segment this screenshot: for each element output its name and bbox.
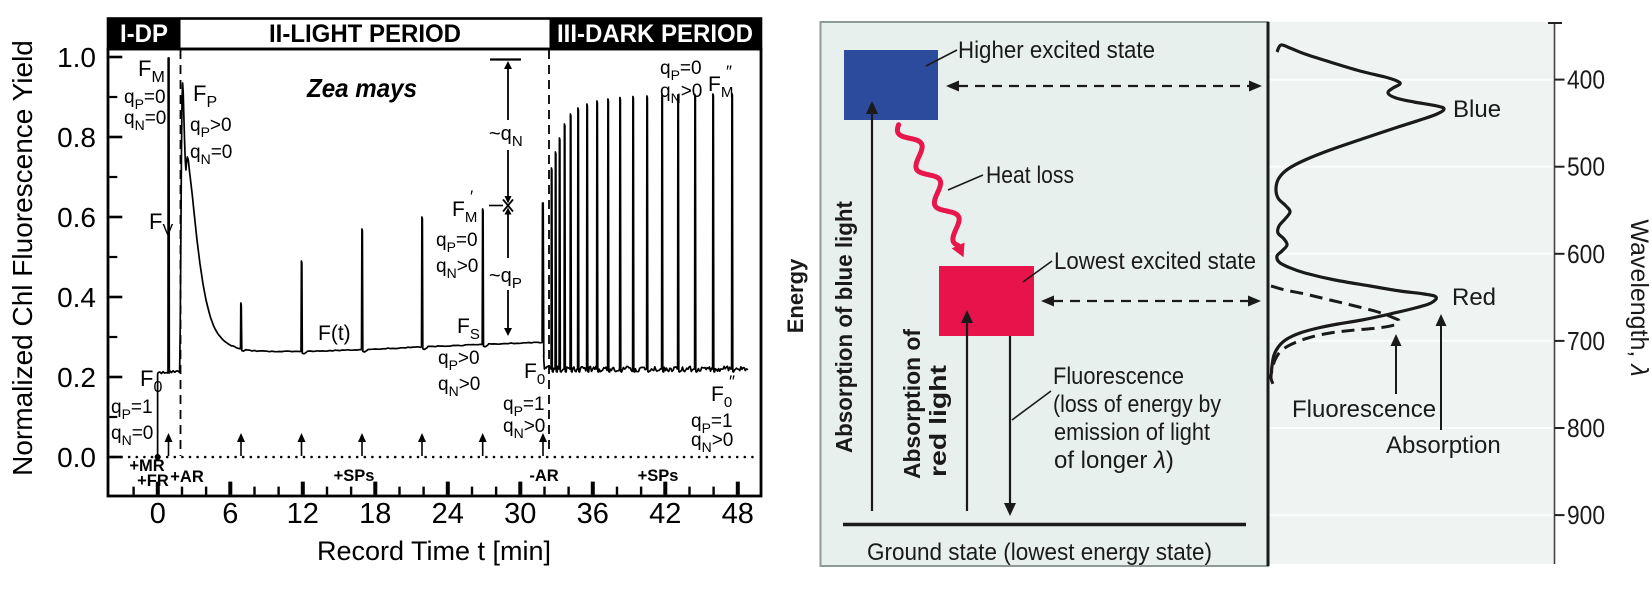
svg-text:Absorption of: Absorption of (899, 329, 925, 479)
svg-text:F(t): F(t) (318, 322, 351, 345)
svg-text:+SPs: +SPs (638, 467, 679, 485)
svg-text:′: ′ (470, 187, 473, 206)
svg-text:6: 6 (222, 498, 238, 530)
svg-text:qP=1: qP=1 (691, 411, 733, 436)
svg-text:Wavelength, λ: Wavelength, λ (1625, 219, 1652, 376)
svg-text:qP>0: qP>0 (190, 115, 232, 140)
svg-text:II-LIGHT PERIOD: II-LIGHT PERIOD (269, 20, 461, 48)
svg-text:qN=0: qN=0 (111, 423, 153, 448)
svg-text:Record Time t [min]: Record Time t [min] (317, 536, 551, 566)
svg-text:48: 48 (722, 498, 754, 530)
svg-text:0.8: 0.8 (57, 122, 96, 153)
svg-text:600: 600 (1567, 239, 1605, 269)
svg-text:qN=0: qN=0 (190, 142, 232, 167)
svg-text:″: ″ (726, 62, 732, 81)
svg-text:qN=0: qN=0 (124, 108, 166, 133)
svg-text:qN>0: qN>0 (436, 256, 478, 281)
svg-text:Fluorescence: Fluorescence (1053, 363, 1184, 390)
svg-text:emission of light: emission of light (1054, 419, 1210, 446)
svg-text:400: 400 (1567, 65, 1605, 95)
svg-text:500: 500 (1567, 152, 1605, 182)
svg-text:qP=0: qP=0 (660, 58, 702, 83)
svg-text:24: 24 (432, 498, 464, 530)
svg-text:III-DARK PERIOD: III-DARK PERIOD (557, 20, 753, 48)
svg-text:900: 900 (1567, 500, 1605, 530)
svg-text:0.6: 0.6 (57, 202, 96, 233)
svg-text:qN>0: qN>0 (503, 416, 545, 441)
svg-text:Absorption: Absorption (1386, 432, 1501, 459)
svg-text:700: 700 (1567, 326, 1605, 356)
svg-text:Lowest excited state: Lowest excited state (1054, 248, 1256, 275)
svg-text:Heat loss: Heat loss (986, 162, 1074, 189)
svg-text:42: 42 (649, 498, 681, 530)
svg-text:800: 800 (1567, 413, 1605, 443)
svg-text:+AR: +AR (170, 468, 204, 486)
svg-text:Absorption of blue light: Absorption of blue light (831, 201, 857, 453)
svg-text:Zea mays: Zea mays (306, 73, 417, 103)
svg-text:+FR: +FR (137, 472, 169, 490)
svg-text:qP>0: qP>0 (438, 348, 480, 373)
svg-text:of longer λ): of longer λ) (1054, 447, 1174, 474)
svg-text:Ground state (lowest energy st: Ground state (lowest energy state) (867, 539, 1212, 566)
svg-text:Blue: Blue (1453, 96, 1501, 123)
svg-text:qP=0: qP=0 (124, 87, 166, 112)
svg-text:18: 18 (359, 498, 391, 530)
svg-text:qP=1: qP=1 (503, 394, 545, 419)
svg-text:(loss of energy by: (loss of energy by (1053, 391, 1221, 418)
svg-text:Energy: Energy (783, 258, 808, 333)
svg-text:red light: red light (925, 365, 951, 477)
svg-text:qP=0: qP=0 (436, 230, 478, 255)
svg-text:30: 30 (504, 498, 536, 530)
svg-text:qN>0: qN>0 (438, 374, 480, 399)
svg-text:Red: Red (1452, 284, 1496, 311)
svg-text:0.0: 0.0 (57, 442, 96, 473)
svg-text:0.2: 0.2 (57, 362, 96, 393)
svg-text:0: 0 (150, 498, 166, 530)
svg-text:qN>0: qN>0 (691, 430, 733, 455)
svg-text:0.4: 0.4 (57, 282, 96, 313)
svg-text:Higher excited state: Higher excited state (958, 37, 1155, 64)
svg-text:Fluorescence: Fluorescence (1292, 396, 1436, 423)
svg-text:′: ′ (542, 349, 545, 368)
svg-text:12: 12 (287, 498, 319, 530)
svg-text:1.0: 1.0 (57, 42, 96, 73)
svg-text:I-DP: I-DP (120, 20, 168, 48)
svg-text:Normalized Chl Fluorescence Yi: Normalized Chl Fluorescence Yield (7, 40, 38, 476)
svg-text:qN>0: qN>0 (660, 81, 702, 106)
svg-text:+SPs: +SPs (334, 467, 375, 485)
svg-text:+MR: +MR (129, 457, 164, 475)
svg-text:qP=1: qP=1 (111, 397, 153, 422)
svg-text:36: 36 (577, 498, 609, 530)
svg-text:″: ″ (729, 372, 735, 391)
svg-text:-AR: -AR (529, 467, 558, 485)
